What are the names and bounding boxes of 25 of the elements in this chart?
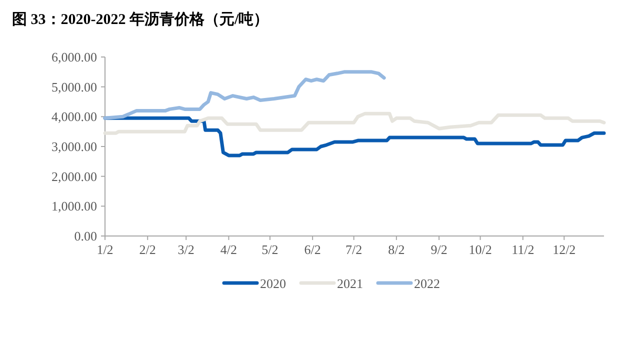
- y-tick-label: 6,000.00: [52, 50, 97, 64]
- x-tick-label: 1/2: [96, 242, 114, 257]
- chart-title: 图 33：2020-2022 年沥青价格（元/吨）: [12, 11, 269, 28]
- x-tick-label: 11/2: [512, 242, 534, 257]
- y-tick-label: 2,000.00: [52, 168, 97, 184]
- y-tick-label: 0.00: [74, 228, 97, 244]
- legend-label: 2020: [260, 276, 286, 291]
- legend-label: 2021: [337, 276, 363, 291]
- x-tick-label: 4/2: [220, 242, 238, 257]
- x-tick-label: 8/2: [388, 242, 405, 257]
- y-tick-label: 3,000.00: [52, 139, 97, 154]
- line-series: [103, 112, 606, 135]
- y-tick-label: 1,000.00: [52, 198, 97, 214]
- x-tick-label: 10/2: [468, 242, 492, 257]
- x-tick-label: 7/2: [346, 242, 362, 257]
- x-tick-label: 5/2: [262, 242, 278, 257]
- x-tick-label: 3/2: [178, 242, 194, 257]
- legend-label: 2022: [414, 276, 440, 291]
- x-tick-label: 6/2: [304, 242, 321, 257]
- x-tick-label: 9/2: [430, 242, 448, 257]
- y-tick-label: 4,000.00: [52, 109, 97, 124]
- y-tick-label: 5,000.00: [52, 79, 97, 94]
- x-tick-label: 2/2: [139, 242, 156, 257]
- line-series: [103, 70, 386, 120]
- x-tick-label: 12/2: [552, 242, 576, 257]
